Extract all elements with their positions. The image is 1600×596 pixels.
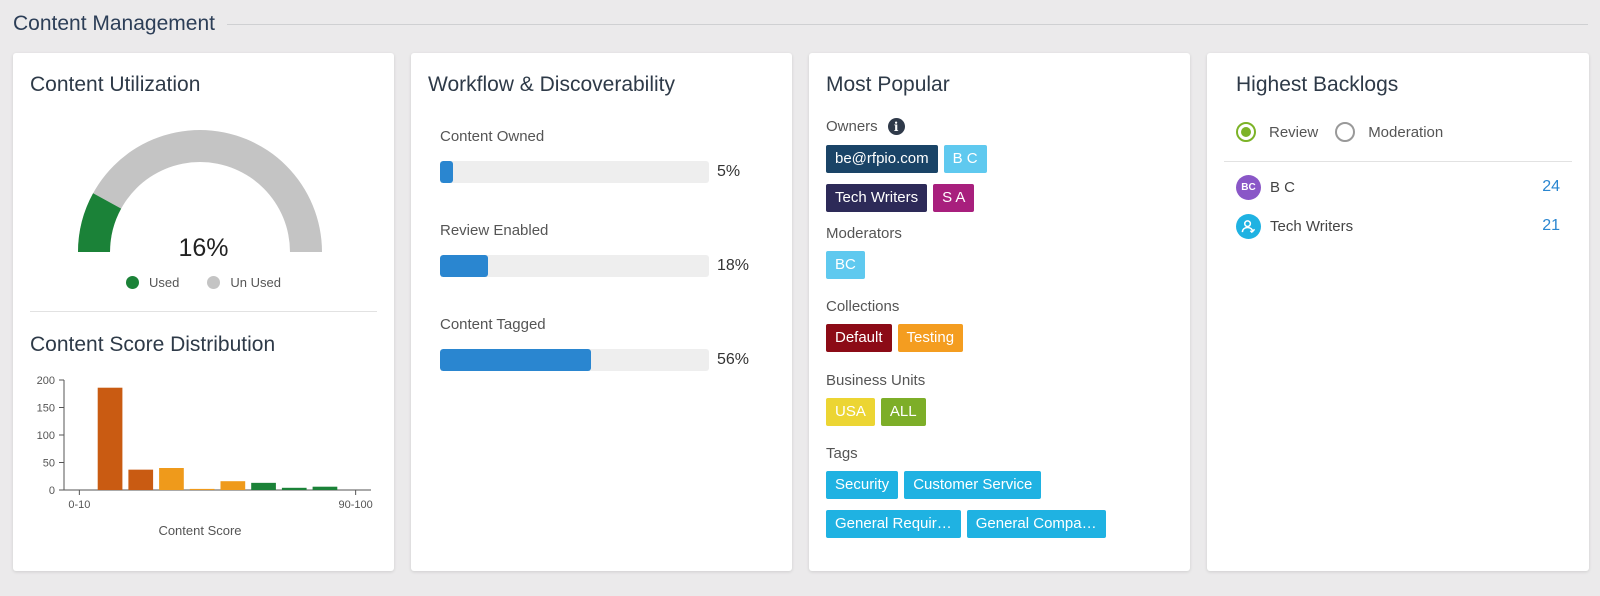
- collections-label: Collections: [826, 298, 900, 315]
- progress-track: [440, 255, 709, 277]
- review-option[interactable]: Review: [1236, 122, 1318, 142]
- moderation-option[interactable]: Moderation: [1335, 122, 1443, 142]
- progress-fill: [440, 349, 591, 371]
- owner-chip[interactable]: S A: [933, 184, 975, 212]
- business-unit-chip[interactable]: ALL: [880, 398, 926, 426]
- y-tick-label: 200: [37, 375, 55, 387]
- business-units-row: USA ALL: [826, 398, 926, 426]
- card-divider: [30, 311, 377, 312]
- moderation-radio[interactable]: [1335, 122, 1356, 142]
- most-popular-card: Most Popular Owners i be@rfpio.com B C Te…: [809, 53, 1190, 571]
- moderators-row: BC: [826, 251, 865, 279]
- x-tick-label: 90-100: [339, 499, 373, 511]
- tags-row-1: Security Customer Service: [826, 471, 1042, 499]
- tag-chip[interactable]: Customer Service: [904, 471, 1042, 499]
- distribution-title: Content Score Distribution: [30, 333, 276, 356]
- utilization-gauge: [78, 130, 322, 252]
- review-radio[interactable]: [1236, 122, 1256, 142]
- tags-label: Tags: [826, 445, 858, 462]
- section-title: Content Management: [13, 12, 215, 35]
- popular-title: Most Popular: [826, 73, 950, 96]
- tag-chip[interactable]: Security: [826, 471, 899, 499]
- metric-value: 56%: [717, 351, 750, 368]
- metric-content-owned: Content Owned 5%: [440, 128, 770, 183]
- progress-track: [440, 161, 709, 183]
- backlog-count[interactable]: 21: [1542, 217, 1560, 234]
- progress-fill: [440, 161, 454, 183]
- tag-chip[interactable]: General Compa…: [966, 510, 1106, 538]
- y-tick-label: 50: [43, 458, 55, 470]
- histogram-bar: [312, 486, 338, 490]
- workflow-card: Workflow & Discoverability Content Owned…: [411, 53, 792, 571]
- x-tick-label: 0-10: [68, 499, 90, 511]
- review-label: Review: [1269, 123, 1319, 141]
- user-group-icon: [1236, 213, 1261, 239]
- legend-unused-label: Un Used: [230, 275, 281, 290]
- backlog-item[interactable]: Tech Writers 21: [1236, 213, 1560, 239]
- score-distribution-chart: 0 50 100 150 200 0-10 90-100 Content Score: [37, 375, 373, 538]
- business-units-label: Business Units: [826, 372, 926, 389]
- owners-label: Owners i: [826, 118, 905, 135]
- histogram-bar: [97, 387, 123, 490]
- tag-chip[interactable]: General Requir…: [826, 510, 961, 538]
- moderators-label: Moderators: [826, 225, 902, 242]
- owners-row-2: Tech Writers S A: [826, 184, 975, 212]
- metric-label: Review Enabled: [440, 222, 549, 239]
- backlog-item[interactable]: BC B C 24: [1236, 174, 1560, 200]
- utilization-percent: 16%: [178, 234, 229, 262]
- metric-value: 18%: [717, 257, 750, 274]
- histogram-bar: [159, 468, 184, 490]
- backlog-name: Tech Writers: [1270, 217, 1354, 235]
- histogram-bar: [128, 469, 154, 490]
- metric-value: 5%: [717, 163, 741, 180]
- gauge-legend: Used Un Used: [13, 275, 394, 290]
- owner-chip[interactable]: Tech Writers: [826, 184, 928, 212]
- backlogs-title: Highest Backlogs: [1236, 73, 1399, 96]
- owners-row-1: be@rfpio.com B C: [826, 145, 987, 173]
- histogram-bar: [220, 481, 246, 490]
- legend-unused: Un Used: [207, 275, 281, 290]
- collection-chip[interactable]: Default: [826, 324, 892, 352]
- section-header: Content Management: [13, 8, 1588, 40]
- moderator-chip[interactable]: BC: [826, 251, 865, 279]
- metric-content-tagged: Content Tagged 56%: [440, 316, 770, 371]
- content-utilization-card: Content Utilization 16% Used Un Used Con…: [13, 53, 394, 571]
- legend-used-label: Used: [149, 275, 180, 290]
- collection-chip[interactable]: Testing: [897, 324, 964, 352]
- histogram-bar: [189, 488, 215, 490]
- owner-chip[interactable]: be@rfpio.com: [826, 145, 938, 173]
- metric-label: Content Tagged: [440, 316, 546, 333]
- used-dot-icon: [126, 276, 140, 289]
- unused-dot-icon: [207, 276, 221, 289]
- progress-fill: [440, 255, 489, 277]
- owner-chip[interactable]: B C: [943, 145, 987, 173]
- backlog-divider: [1224, 161, 1572, 162]
- avatar: BC: [1236, 174, 1261, 200]
- x-axis-label: Content Score: [158, 523, 241, 538]
- tags-row-2: General Requir… General Compa…: [826, 510, 1106, 538]
- y-tick-label: 100: [37, 430, 55, 442]
- workflow-title: Workflow & Discoverability: [428, 73, 676, 96]
- backlog-count[interactable]: 24: [1542, 178, 1560, 195]
- histogram-bar: [251, 482, 276, 490]
- legend-used: Used: [126, 275, 179, 290]
- moderation-label: Moderation: [1368, 123, 1444, 141]
- metric-label: Content Owned: [440, 128, 545, 145]
- y-tick-label: 150: [37, 403, 55, 415]
- backlog-name: B C: [1270, 178, 1296, 196]
- business-unit-chip[interactable]: USA: [826, 398, 875, 426]
- backlog-filter: Review Moderation: [1236, 122, 1460, 142]
- gauge-used-arc: [78, 193, 122, 252]
- histogram-bar: [281, 487, 307, 490]
- collections-row: Default Testing: [826, 324, 964, 352]
- y-tick-label: 0: [49, 485, 55, 497]
- progress-track: [440, 349, 709, 371]
- highest-backlogs-card: Highest Backlogs Review Moderation BC B …: [1207, 53, 1589, 571]
- gauge-unused-arc: [78, 130, 322, 252]
- section-divider: [226, 23, 1588, 25]
- utilization-title: Content Utilization: [30, 73, 201, 96]
- metric-review-enabled: Review Enabled 18%: [440, 222, 770, 277]
- info-icon[interactable]: i: [887, 118, 905, 135]
